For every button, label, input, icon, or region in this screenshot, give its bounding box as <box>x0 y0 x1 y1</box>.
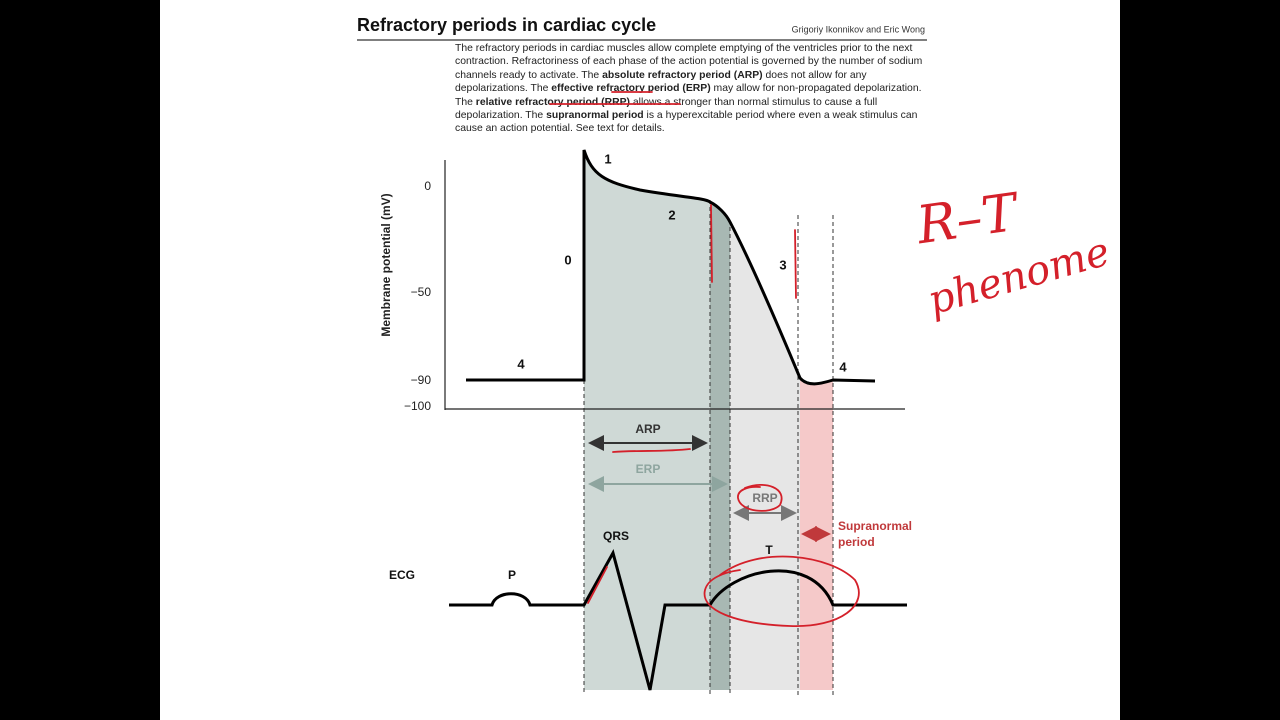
phase-label: 4 <box>839 359 847 374</box>
erp-label: ERP <box>636 462 661 476</box>
title: Refractory periods in cardiac cycle <box>357 15 656 35</box>
supranormal-label: Supranormal <box>838 519 912 533</box>
supranormal-label: period <box>838 535 875 549</box>
y-tick-label: −100 <box>404 399 431 413</box>
ink-mark <box>710 204 713 283</box>
erp-shade <box>710 202 730 690</box>
ink-mark <box>587 566 608 604</box>
y-axis-label: Membrane potential (mV) <box>379 193 393 336</box>
t-wave-label: T <box>765 543 773 557</box>
p-wave-label: P <box>508 568 516 582</box>
ink-circle <box>703 555 860 627</box>
desc-text: allows a stronger than normal stimulus t… <box>455 96 878 122</box>
phase-label: 1 <box>604 151 611 166</box>
ink <box>549 91 860 627</box>
desc-text: does not allow for any depolarizations. … <box>455 69 867 95</box>
phase-label: 4 <box>517 356 525 371</box>
rrp-label: RRP <box>752 491 777 505</box>
y-tick-label: −90 <box>411 373 432 387</box>
ecg-label: ECG <box>389 568 415 582</box>
qrs-label: QRS <box>603 529 629 543</box>
handwriting: R–T <box>912 182 1023 256</box>
authors: Grigoriy Ikonnikov and Eric Wong <box>792 24 925 34</box>
phase-label: 2 <box>668 207 675 222</box>
arp-shade <box>584 150 710 690</box>
description: The refractory periods in cardiac muscle… <box>455 42 927 136</box>
desc-bold: relative refractory period (RRP) <box>475 96 630 108</box>
desc-bold: effective refractory period (ERP) <box>551 83 711 95</box>
phase-label: 3 <box>779 257 786 272</box>
desc-text: is a hyperexcitable period where even a … <box>455 110 918 135</box>
phase-label: 0 <box>564 252 571 267</box>
desc-bold: absolute refractory period (ARP) <box>602 69 763 81</box>
ink-mark <box>794 229 797 299</box>
ink-circle <box>737 484 783 512</box>
desc-text: The refractory periods in cardiac muscle… <box>455 43 923 81</box>
desc-bold: supranormal period <box>546 110 644 122</box>
period-boundaries <box>583 200 834 695</box>
ink-underline <box>612 448 691 453</box>
desc-text: may allow for non-propagated depolarizat… <box>455 83 922 108</box>
y-tick-label: −50 <box>411 285 432 299</box>
y-tick-label: 0 <box>424 179 431 193</box>
arp-label: ARP <box>635 422 660 436</box>
action-potential <box>466 149 876 386</box>
